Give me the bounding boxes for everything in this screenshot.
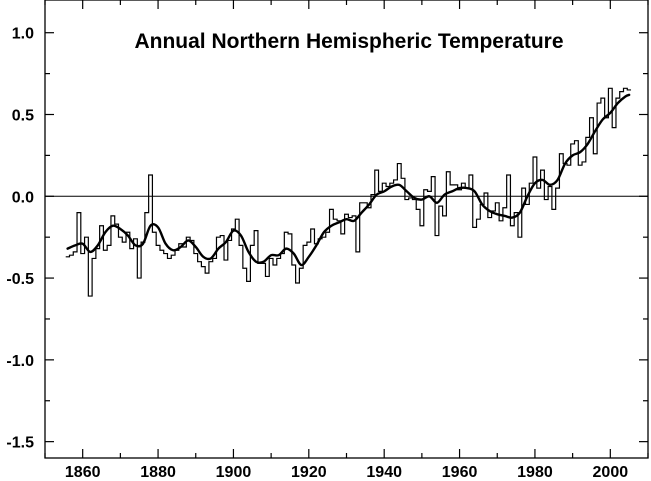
x-tick-label: 2000 xyxy=(593,464,629,481)
axis-tick-labels: 1860 1880 1900 1920 1940 1960 1980 2000 1.0 0.5 0.… xyxy=(6,26,628,481)
x-tick-label: 1860 xyxy=(65,464,101,481)
plot-frame xyxy=(44,0,649,459)
x-tick-label: 1880 xyxy=(140,464,176,481)
y-tick-label: 0.5 xyxy=(12,108,34,125)
axis-ticks xyxy=(44,0,649,458)
chart-title: Annual Northern Hemispheric Temperature xyxy=(134,30,563,53)
x-tick-label: 1960 xyxy=(442,464,478,481)
annual-step-points xyxy=(66,88,631,296)
y-tick-label: -1.5 xyxy=(6,435,34,452)
y-tick-label: 0.0 xyxy=(12,189,34,206)
y-tick-label: -0.5 xyxy=(6,271,34,288)
x-tick-label: 1920 xyxy=(291,464,327,481)
x-tick-label: 1940 xyxy=(366,464,402,481)
y-tick-label: 1.0 xyxy=(12,26,34,43)
x-tick-label: 1900 xyxy=(216,464,252,481)
x-tick-label: 1980 xyxy=(517,464,553,481)
smoothed-series-line xyxy=(66,93,631,267)
y-tick-label: -1.0 xyxy=(6,353,34,370)
annual-step-series xyxy=(65,87,632,297)
